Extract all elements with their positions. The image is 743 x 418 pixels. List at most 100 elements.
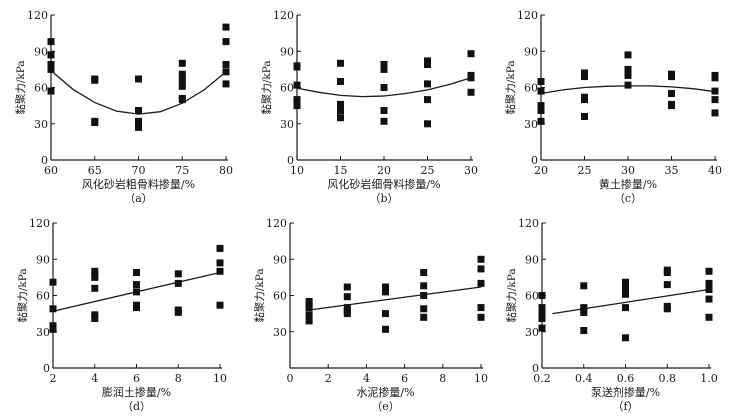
x-axis-label: 泵送剂掺量/% [591,385,660,399]
subplot-e: 30 60 90 120 0 2 4 6 8 10 水泥掺量/%（e） 黏聚力/kPa [253,217,488,413]
x-tick-label: 15 [334,164,348,177]
data-point [343,304,351,312]
data-point [337,114,344,122]
x-axis-label: 水泥掺量/% [356,385,414,399]
data-point [663,269,671,276]
data-point [624,81,632,89]
data-point [622,334,629,342]
data-point [668,102,675,110]
y-tick-label: 90 [36,253,50,266]
data-point [91,311,99,319]
data-point [711,87,719,95]
data-point [537,87,545,95]
y-tick-label: 0 [532,362,539,375]
data-point [668,73,675,81]
y-tick-label: 30 [525,326,539,339]
data-point [343,293,351,301]
data-point [538,324,546,332]
subplot-caption: （c） [614,192,642,205]
x-axis-label: 风化砂岩粗骨料掺量/% [82,177,195,191]
data-point [477,313,485,321]
y-tick-label: 60 [273,290,287,303]
data-point [711,109,719,117]
data-point [47,38,55,46]
data-point [178,76,186,84]
y-tick-label: 120 [29,217,50,230]
data-point [91,119,99,126]
x-tick-label: 30 [464,164,478,177]
fit-curve [50,70,227,115]
x-tick-label: 30 [621,164,635,177]
data-point [293,102,301,110]
data-point [135,75,142,83]
x-tick-label: 2 [50,372,57,385]
y-axis-label: 黏聚力/kPa [14,60,27,114]
data-point [477,255,485,263]
subplot-f: 0 30 60 90 120 0.2 0.4 0.6 0.8 1.0 泵送剂掺量/%（f） 黏聚力/k… [505,217,718,413]
y-axis-label: 黏聚力/kPa [505,268,518,322]
x-tick-label: 0.8 [659,372,677,385]
data-point [222,23,230,31]
y-tick-label: 120 [27,9,48,22]
data-point [216,301,224,309]
data-point [47,51,55,59]
data-point [711,96,719,104]
data-point [382,288,389,296]
data-point [537,78,545,85]
subplot-caption: （e） [371,400,400,413]
y-tick-label: 30 [280,118,294,131]
data-point [174,308,182,316]
y-tick-label: 90 [273,253,287,266]
data-point [705,267,713,275]
x-tick-label: 0.6 [617,372,635,385]
subplot-caption: （f） [612,400,638,413]
subplot-b: 0 30 60 90 120 10 15 20 25 30 风化砂岩细骨料掺量/%（b） 黏聚力/kP… [260,9,478,205]
data-point [420,305,428,313]
data-point [133,269,140,276]
x-tick-label: 10 [213,372,227,385]
data-point [293,81,301,89]
data-point [622,290,629,298]
data-point [222,80,230,88]
data-point [622,284,629,292]
y-tick-label: 90 [34,45,48,58]
fit-curve [552,288,710,315]
data-point [337,100,344,108]
data-point [222,68,230,76]
subplot-d: 0 30 60 90 120 2 4 6 8 10 膨润土掺量/%（d） 黏聚力/kPa [16,217,227,413]
data-point [91,76,99,84]
y-tick-label: 30 [36,326,50,339]
data-point [305,298,313,305]
y-tick-label: 60 [280,82,294,95]
data-point [705,279,713,287]
data-point [705,313,713,321]
x-axis-label: 黄土掺量/% [599,177,657,191]
data-point [420,269,428,276]
data-point [178,96,186,104]
data-point [663,305,671,313]
subplot-c: 0 30 60 90 120 20 25 30 35 40 黄土掺量/%（c） 黏聚力/kPa [504,9,722,205]
data-point [538,308,546,316]
data-point [380,117,388,125]
y-tick-label: 120 [517,9,538,22]
data-point [49,325,57,333]
x-tick-label: 20 [377,164,391,177]
data-point [49,322,57,330]
y-tick-label: 120 [273,9,294,22]
data-point [537,107,545,114]
y-tick-label: 0 [287,154,294,167]
y-tick-label: 60 [525,290,539,303]
x-tick-label: 10 [290,164,304,177]
data-point [216,259,224,267]
x-tick-label: 25 [578,164,592,177]
x-tick-label: 8 [439,372,446,385]
data-point [49,278,57,286]
y-tick-label: 60 [34,82,48,95]
data-point [133,288,140,296]
data-point [424,61,431,68]
data-point [580,327,588,334]
data-point [581,96,588,104]
data-point [343,310,351,318]
data-point [420,282,428,290]
y-axis-label: 黏聚力/kPa [260,60,273,114]
